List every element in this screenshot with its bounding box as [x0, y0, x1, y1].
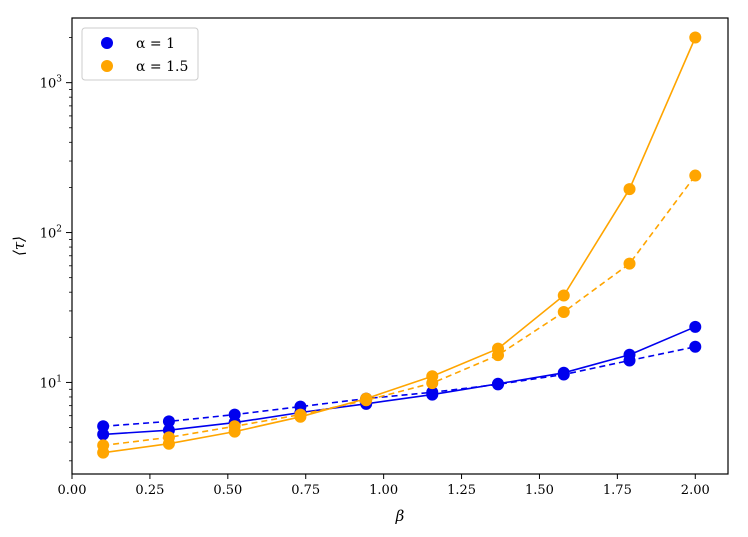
y-tick-label: 101 [40, 374, 62, 391]
x-tick-label: 0.75 [291, 483, 320, 498]
data-point [228, 420, 241, 433]
data-point [689, 169, 702, 182]
legend-label-alpha-1: α = 1 [136, 36, 175, 52]
x-tick-label: 1.50 [525, 483, 554, 498]
series-layer [97, 31, 702, 459]
data-point [623, 183, 636, 196]
y-tick-label: 103 [40, 75, 63, 92]
data-point [426, 377, 439, 390]
x-tick-label: 1.25 [447, 483, 476, 498]
data-point [557, 306, 570, 319]
x-axis: 0.00 0.25 0.50 0.75 1.00 1.25 1.50 1.75 2.00 [58, 474, 710, 498]
x-tick-label: 0.25 [135, 483, 164, 498]
data-point [623, 257, 636, 270]
plot-frame [71, 17, 729, 475]
data-point [294, 408, 307, 421]
series-line-2 [103, 37, 697, 454]
data-point [228, 408, 241, 421]
legend-marker-alpha-1 [101, 37, 113, 49]
data-point [623, 354, 636, 367]
x-axis-label: β [395, 507, 405, 525]
y-tick-label: 102 [40, 225, 62, 242]
x-tick-label: 2.00 [681, 483, 710, 498]
data-point [557, 289, 570, 302]
x-tick-label: 0.50 [213, 483, 242, 498]
data-point [162, 431, 175, 444]
legend: α = 1 α = 1.5 [81, 27, 199, 81]
series-line-0 [103, 326, 696, 436]
x-tick-label: 0.00 [58, 483, 87, 498]
data-point [162, 415, 175, 428]
series-line-3 [103, 175, 696, 447]
data-point [689, 320, 702, 333]
data-point [97, 439, 110, 452]
x-tick-label: 1.75 [603, 483, 632, 498]
data-point [492, 349, 505, 362]
data-point [360, 394, 373, 407]
x-tick-label: 1.00 [369, 483, 398, 498]
data-point [689, 31, 702, 44]
legend-marker-alpha-1-5 [101, 60, 113, 72]
data-point [492, 378, 505, 391]
legend-label-alpha-1-5: α = 1.5 [136, 59, 188, 75]
data-point [689, 340, 702, 353]
data-point [426, 386, 439, 399]
y-axis: 101 102 103 [40, 37, 72, 462]
data-point [557, 368, 570, 381]
y-axis-label: ⟨τ⟩ [10, 236, 28, 256]
data-point [97, 420, 110, 433]
